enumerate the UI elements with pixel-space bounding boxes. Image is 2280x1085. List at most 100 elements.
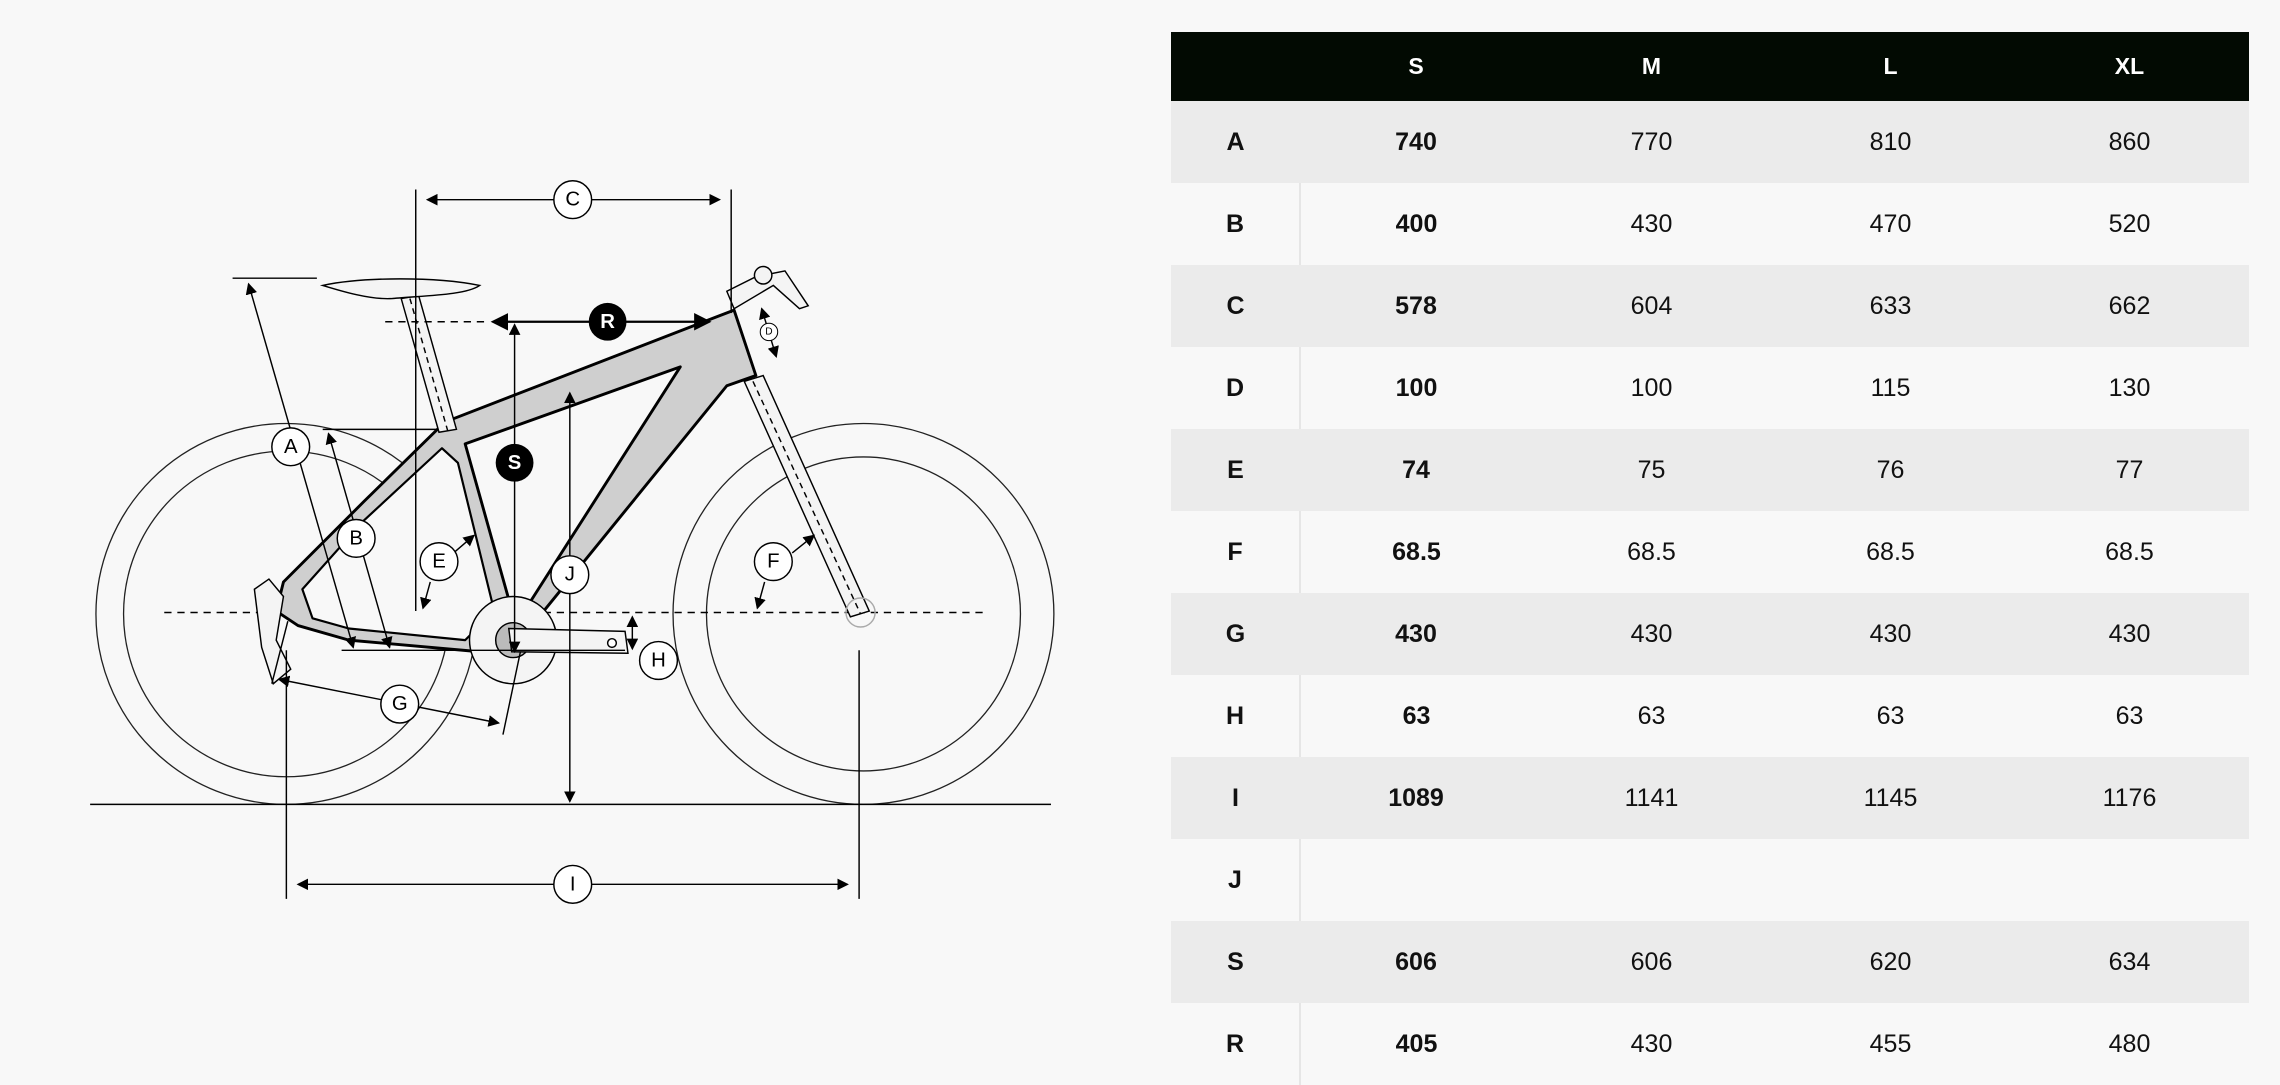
table-cell: 400 <box>1300 183 1532 265</box>
svg-text:R: R <box>600 311 615 333</box>
table-cell: 68.5 <box>1532 511 1771 593</box>
front-wheel <box>672 422 1055 806</box>
svg-text:H: H <box>651 649 666 671</box>
label-a: A <box>271 427 311 467</box>
row-label: R <box>1171 1003 1301 1085</box>
table-cell: 604 <box>1532 265 1771 347</box>
dimension-labels: A B C D E F G H I J S R <box>271 180 793 904</box>
table-row: H 63 63 63 63 <box>1171 675 2249 757</box>
label-i: I <box>553 864 593 904</box>
table-cell: 68.5 <box>2010 511 2249 593</box>
header-size-m: M <box>1532 32 1771 101</box>
svg-text:G: G <box>392 693 408 715</box>
bike-geometry-diagram: A B C D E F G H I J S R <box>90 180 1055 904</box>
row-label: B <box>1171 183 1301 265</box>
label-c: C <box>553 180 593 220</box>
table-cell: 430 <box>1771 593 2010 675</box>
table-cell: 74 <box>1300 429 1532 511</box>
table-row: D 100 100 115 130 <box>1171 347 2249 429</box>
svg-text:I: I <box>570 873 576 895</box>
row-label: C <box>1171 265 1300 347</box>
table-row: G 430 430 430 430 <box>1171 593 2249 675</box>
svg-text:C: C <box>565 189 580 211</box>
table-cell: 68.5 <box>1300 511 1532 593</box>
row-label: D <box>1171 347 1301 429</box>
table-cell <box>1300 839 1532 921</box>
table-cell: 606 <box>1300 921 1532 1003</box>
table-row: E 74 75 76 77 <box>1171 429 2249 511</box>
svg-text:S: S <box>508 452 522 474</box>
table-cell: 68.5 <box>1771 511 2010 593</box>
table-cell <box>1532 839 1771 921</box>
row-label: F <box>1171 511 1301 593</box>
table-cell: 455 <box>1771 1003 2010 1085</box>
fork <box>725 265 876 628</box>
table-cell: 662 <box>2010 265 2249 347</box>
label-f: F <box>753 542 793 582</box>
label-d: D <box>759 322 779 342</box>
label-r: R <box>588 302 627 341</box>
table-cell: 430 <box>1532 593 1771 675</box>
svg-text:A: A <box>284 436 298 458</box>
geometry-table: S M L XL A 740 770 810 860 B 400 430 470 520 C 578 6… <box>1171 32 2250 1085</box>
table-cell: 430 <box>1300 593 1532 675</box>
table-cell: 63 <box>1532 675 1771 757</box>
table-cell: 115 <box>1771 347 2010 429</box>
table-row: C 578 604 633 662 <box>1171 265 2249 347</box>
table-cell: 520 <box>2010 183 2249 265</box>
table-cell <box>2010 839 2249 921</box>
table-cell: 75 <box>1532 429 1771 511</box>
svg-text:F: F <box>767 551 779 573</box>
table-cell: 100 <box>1532 347 1771 429</box>
table-row: B 400 430 470 520 <box>1171 183 2249 265</box>
table-cell: 430 <box>1532 183 1771 265</box>
table-cell: 1141 <box>1532 757 1771 839</box>
table-cell: 606 <box>1532 921 1771 1003</box>
table-cell: 860 <box>2010 101 2249 183</box>
table-row: S 606 606 620 634 <box>1171 921 2249 1003</box>
table-cell: 76 <box>1771 429 2010 511</box>
table-cell: 63 <box>2010 675 2249 757</box>
table-cell: 1145 <box>1771 757 2010 839</box>
header-size-l: L <box>1771 32 2010 101</box>
table-cell: 634 <box>2010 921 2249 1003</box>
table-header: S M L XL <box>1171 32 2249 101</box>
svg-text:D: D <box>765 326 772 337</box>
svg-text:B: B <box>349 527 363 549</box>
row-label: E <box>1171 429 1300 511</box>
table-cell: 470 <box>1771 183 2010 265</box>
table-cell: 1176 <box>2010 757 2249 839</box>
table-cell <box>1771 839 2010 921</box>
row-label: I <box>1171 757 1300 839</box>
label-j: J <box>550 555 590 595</box>
label-b: B <box>336 518 376 558</box>
table-cell: 130 <box>2010 347 2249 429</box>
table-cell: 578 <box>1300 265 1532 347</box>
table-cell: 480 <box>2010 1003 2249 1085</box>
row-label: S <box>1171 921 1300 1003</box>
table-cell: 63 <box>1300 675 1532 757</box>
table-cell: 100 <box>1300 347 1532 429</box>
svg-text:J: J <box>565 564 575 586</box>
row-label: G <box>1171 593 1300 675</box>
label-e: E <box>419 542 459 582</box>
table-cell: 63 <box>1771 675 2010 757</box>
crankset <box>468 595 629 685</box>
table-cell: 810 <box>1771 101 2010 183</box>
svg-text:E: E <box>432 551 446 573</box>
header-size-s: S <box>1300 32 1532 101</box>
row-label: J <box>1171 839 1301 921</box>
table-cell: 620 <box>1771 921 2010 1003</box>
table-row: A 740 770 810 860 <box>1171 101 2249 183</box>
label-g: G <box>380 684 420 724</box>
seatpost <box>319 278 482 434</box>
table-row: J <box>1171 839 2249 921</box>
table-row: R 405 430 455 480 <box>1171 1003 2249 1085</box>
table-row: F 68.5 68.5 68.5 68.5 <box>1171 511 2249 593</box>
table-cell: 633 <box>1771 265 2010 347</box>
header-empty <box>1171 32 1300 101</box>
table-cell: 430 <box>2010 593 2249 675</box>
table-cell: 1089 <box>1300 757 1532 839</box>
table-cell: 77 <box>2010 429 2249 511</box>
table-cell: 740 <box>1300 101 1532 183</box>
